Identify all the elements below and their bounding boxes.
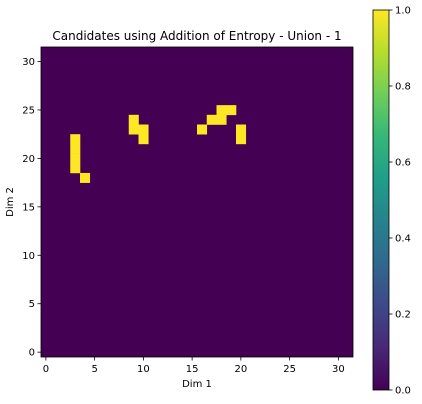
colorbar: 0.0 0.2 0.4 0.6 0.8 1.0: [372, 6, 411, 397]
heatmap-cell: [216, 114, 227, 125]
x-tick-label: 5: [91, 364, 97, 375]
x-axis: 0 5 10 15 20 25 30: [43, 357, 345, 375]
y-tick-label: 10: [22, 251, 35, 262]
colorbar-tick-label: 1.0: [395, 6, 411, 17]
heatmap-background: [41, 47, 353, 357]
y-tick-label: 5: [29, 299, 35, 310]
heatmap-cell: [206, 114, 217, 125]
heatmap-cell: [236, 124, 247, 135]
heatmap-cell: [236, 134, 247, 145]
heatmap-cell: [70, 163, 81, 174]
heatmap-cell: [80, 172, 91, 183]
y-tick-label: 0: [29, 348, 35, 359]
y-tick-label: 20: [22, 154, 35, 165]
heatmap-cell: [138, 134, 149, 145]
y-tick-label: 15: [22, 202, 35, 213]
x-tick-label: 10: [137, 364, 150, 375]
colorbar-tick-label: 0.6: [395, 158, 411, 169]
colorbar-tick-label: 0.8: [395, 82, 411, 93]
colorbar-tick-label: 0.0: [395, 386, 411, 397]
colorbar-tick-label: 0.2: [395, 310, 411, 321]
colorbar-tick-label: 0.4: [395, 234, 411, 245]
y-axis: 0 5 10 15 20 25 30: [22, 57, 41, 359]
heatmap-cell: [226, 105, 237, 116]
chart-title: Candidates using Addition of Entropy - U…: [52, 29, 341, 43]
x-tick-label: 0: [43, 364, 49, 375]
x-tick-label: 25: [283, 364, 296, 375]
y-axis-label: Dim 2: [5, 187, 16, 217]
x-axis-label: Dim 1: [182, 379, 212, 390]
plot-area: [40, 46, 354, 358]
heatmap-cell: [70, 143, 81, 154]
x-tick-label: 20: [235, 364, 248, 375]
colorbar-gradient: [372, 9, 390, 391]
heatmap-cell: [128, 114, 139, 125]
y-tick-label: 30: [22, 57, 35, 68]
heatmap-cell: [70, 153, 81, 164]
y-tick-label: 25: [22, 105, 35, 116]
heatmap-cell: [128, 124, 139, 135]
heatmap-cell: [70, 134, 81, 145]
heatmap-cell: [216, 105, 227, 116]
x-tick-label: 30: [332, 364, 345, 375]
heatmap-cell: [197, 124, 208, 135]
heatmap-cell: [138, 124, 149, 135]
plot-frame: [40, 46, 354, 358]
x-tick-label: 15: [186, 364, 199, 375]
